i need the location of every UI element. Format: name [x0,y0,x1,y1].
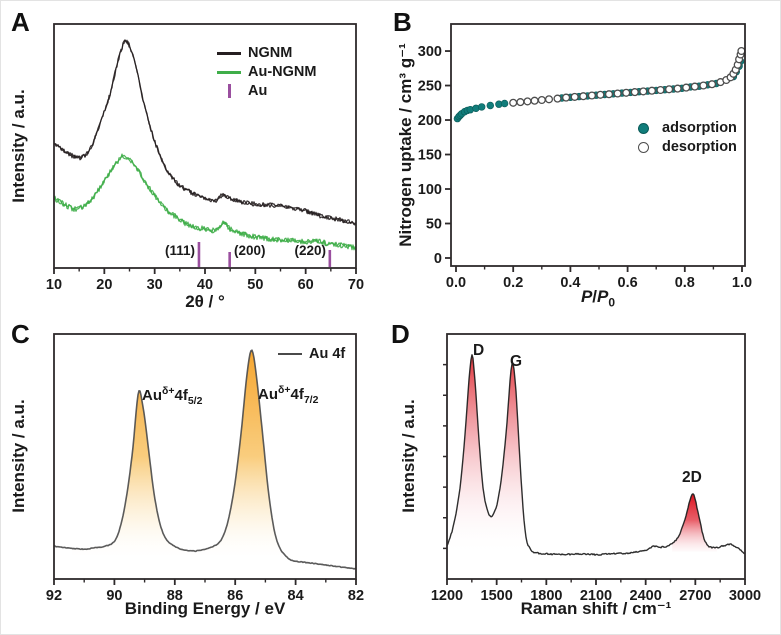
ref-label-111: (111) [164,243,195,258]
svg-text:10: 10 [46,277,62,293]
panel-a-axes: 10 20 30 40 50 60 70 [46,23,364,293]
panel-b-legend: adsorption desorption [630,120,737,155]
panel-c-y-axis-title: Intensity / a.u. [9,399,28,513]
svg-text:60: 60 [298,277,314,293]
desorption-label: desorption [662,139,737,155]
legend-item-au: Au [216,83,316,99]
b-xlabel-slash: / [592,287,598,306]
au4f-label: Au 4f [309,346,346,362]
svg-text:2700: 2700 [679,588,711,604]
panel-c-letter: C [11,319,30,349]
b-xlabel-p2: P [597,287,609,306]
svg-text:1.0: 1.0 [732,275,752,291]
svg-text:0: 0 [434,251,442,267]
au4f-line-swatch [278,352,302,356]
legend-item-ngnm: NGNM [216,45,316,61]
panel-a-x-axis-title: 2θ / ° [185,292,225,311]
raman-label-2d: 2D [682,469,702,486]
legend-item-au4f: Au 4f [277,346,345,362]
panel-d-x-axis-title: Raman shift / cm⁻¹ [520,599,672,618]
panel-b-x-axis-title: P/P0 [513,287,683,309]
legend-item-adsorption: adsorption [630,120,737,136]
ngnm-label: NGNM [248,45,293,61]
panel-d-y-axis-title: Intensity / a.u. [399,399,418,513]
ref-label-220: (220) [294,243,326,258]
raman-label-d: D [473,342,485,359]
svg-text:2400: 2400 [630,588,662,604]
panel-c-legend: Au 4f [277,346,345,362]
panel-d-letter: D [391,319,410,349]
desorption-marker-swatch [637,141,649,153]
ngnm-line-swatch [217,51,241,55]
au4f72-base: Au [258,386,278,403]
svg-text:1500: 1500 [481,588,513,604]
raman-label-g: G [510,353,523,370]
svg-text:84: 84 [288,588,304,604]
panel-d-axes: 1200 1500 1800 2100 2400 2700 3000 [431,333,761,604]
svg-text:200: 200 [418,113,442,129]
panel-c-x-axis-title: Binding Energy / eV [124,599,286,618]
legend-item-desorption: desorption [630,139,737,155]
svg-text:250: 250 [418,79,442,95]
svg-text:1200: 1200 [431,588,463,604]
svg-text:40: 40 [197,277,213,293]
panel-b-letter: B [393,7,412,37]
svg-text:0.8: 0.8 [675,275,695,291]
peak-label-au4f72: Auδ+4f7/2 [258,384,318,406]
panel-a-letter: A [11,7,30,37]
peak-label-au4f52: Auδ+4f5/2 [142,385,202,407]
adsorption-marker-swatch [637,122,649,134]
svg-text:90: 90 [106,588,122,604]
b-xlabel-p1: P [580,287,593,306]
svg-text:30: 30 [147,277,163,293]
legend-item-au-ngnm: Au-NGNM [216,64,316,80]
au4f52-base: Au [142,387,162,404]
svg-text:70: 70 [348,277,364,293]
ref-label-200: (200) [234,243,266,258]
panel-b-y-axis-title: Nitrogen uptake / cm³ g⁻¹ [396,43,415,247]
panel-c-axes: 92 90 88 86 84 82 [46,333,364,604]
au4f72-sup: δ+ [278,384,291,396]
au-label: Au [248,83,268,99]
svg-text:88: 88 [167,588,183,604]
svg-text:20: 20 [96,277,112,293]
svg-text:50: 50 [247,277,263,293]
svg-text:82: 82 [348,588,364,604]
svg-text:0.0: 0.0 [446,275,466,291]
svg-text:50: 50 [426,217,442,233]
au4f52-sup: δ+ [162,385,175,397]
au-tick-swatch [227,84,231,98]
svg-text:92: 92 [46,588,62,604]
svg-text:0.4: 0.4 [560,275,580,291]
svg-text:100: 100 [418,182,442,198]
au-ngnm-line-swatch [217,70,241,74]
au4f72-sub: 7/2 [303,394,319,406]
au4f52-mid: 4f [174,387,188,404]
panel-a-legend: NGNM Au-NGNM Au [216,45,316,99]
b-xlabel-sub: 0 [608,295,616,310]
au4f72-mid: 4f [290,386,304,403]
svg-text:86: 86 [227,588,243,604]
panel-b-axes: 0.0 0.2 0.4 0.6 0.8 1.0 0 50 100 150 200 250 300 [418,23,752,291]
svg-text:1800: 1800 [530,588,562,604]
au4f52-sub: 5/2 [187,395,203,407]
svg-text:300: 300 [418,44,442,60]
svg-text:0.6: 0.6 [618,275,638,291]
svg-text:150: 150 [418,148,442,164]
svg-text:0.2: 0.2 [503,275,523,291]
svg-text:2100: 2100 [580,588,612,604]
au-ngnm-label: Au-NGNM [248,64,317,80]
panel-a-y-axis-title: Intensity / a.u. [9,89,28,203]
adsorption-label: adsorption [662,120,737,136]
svg-text:3000: 3000 [729,588,761,604]
